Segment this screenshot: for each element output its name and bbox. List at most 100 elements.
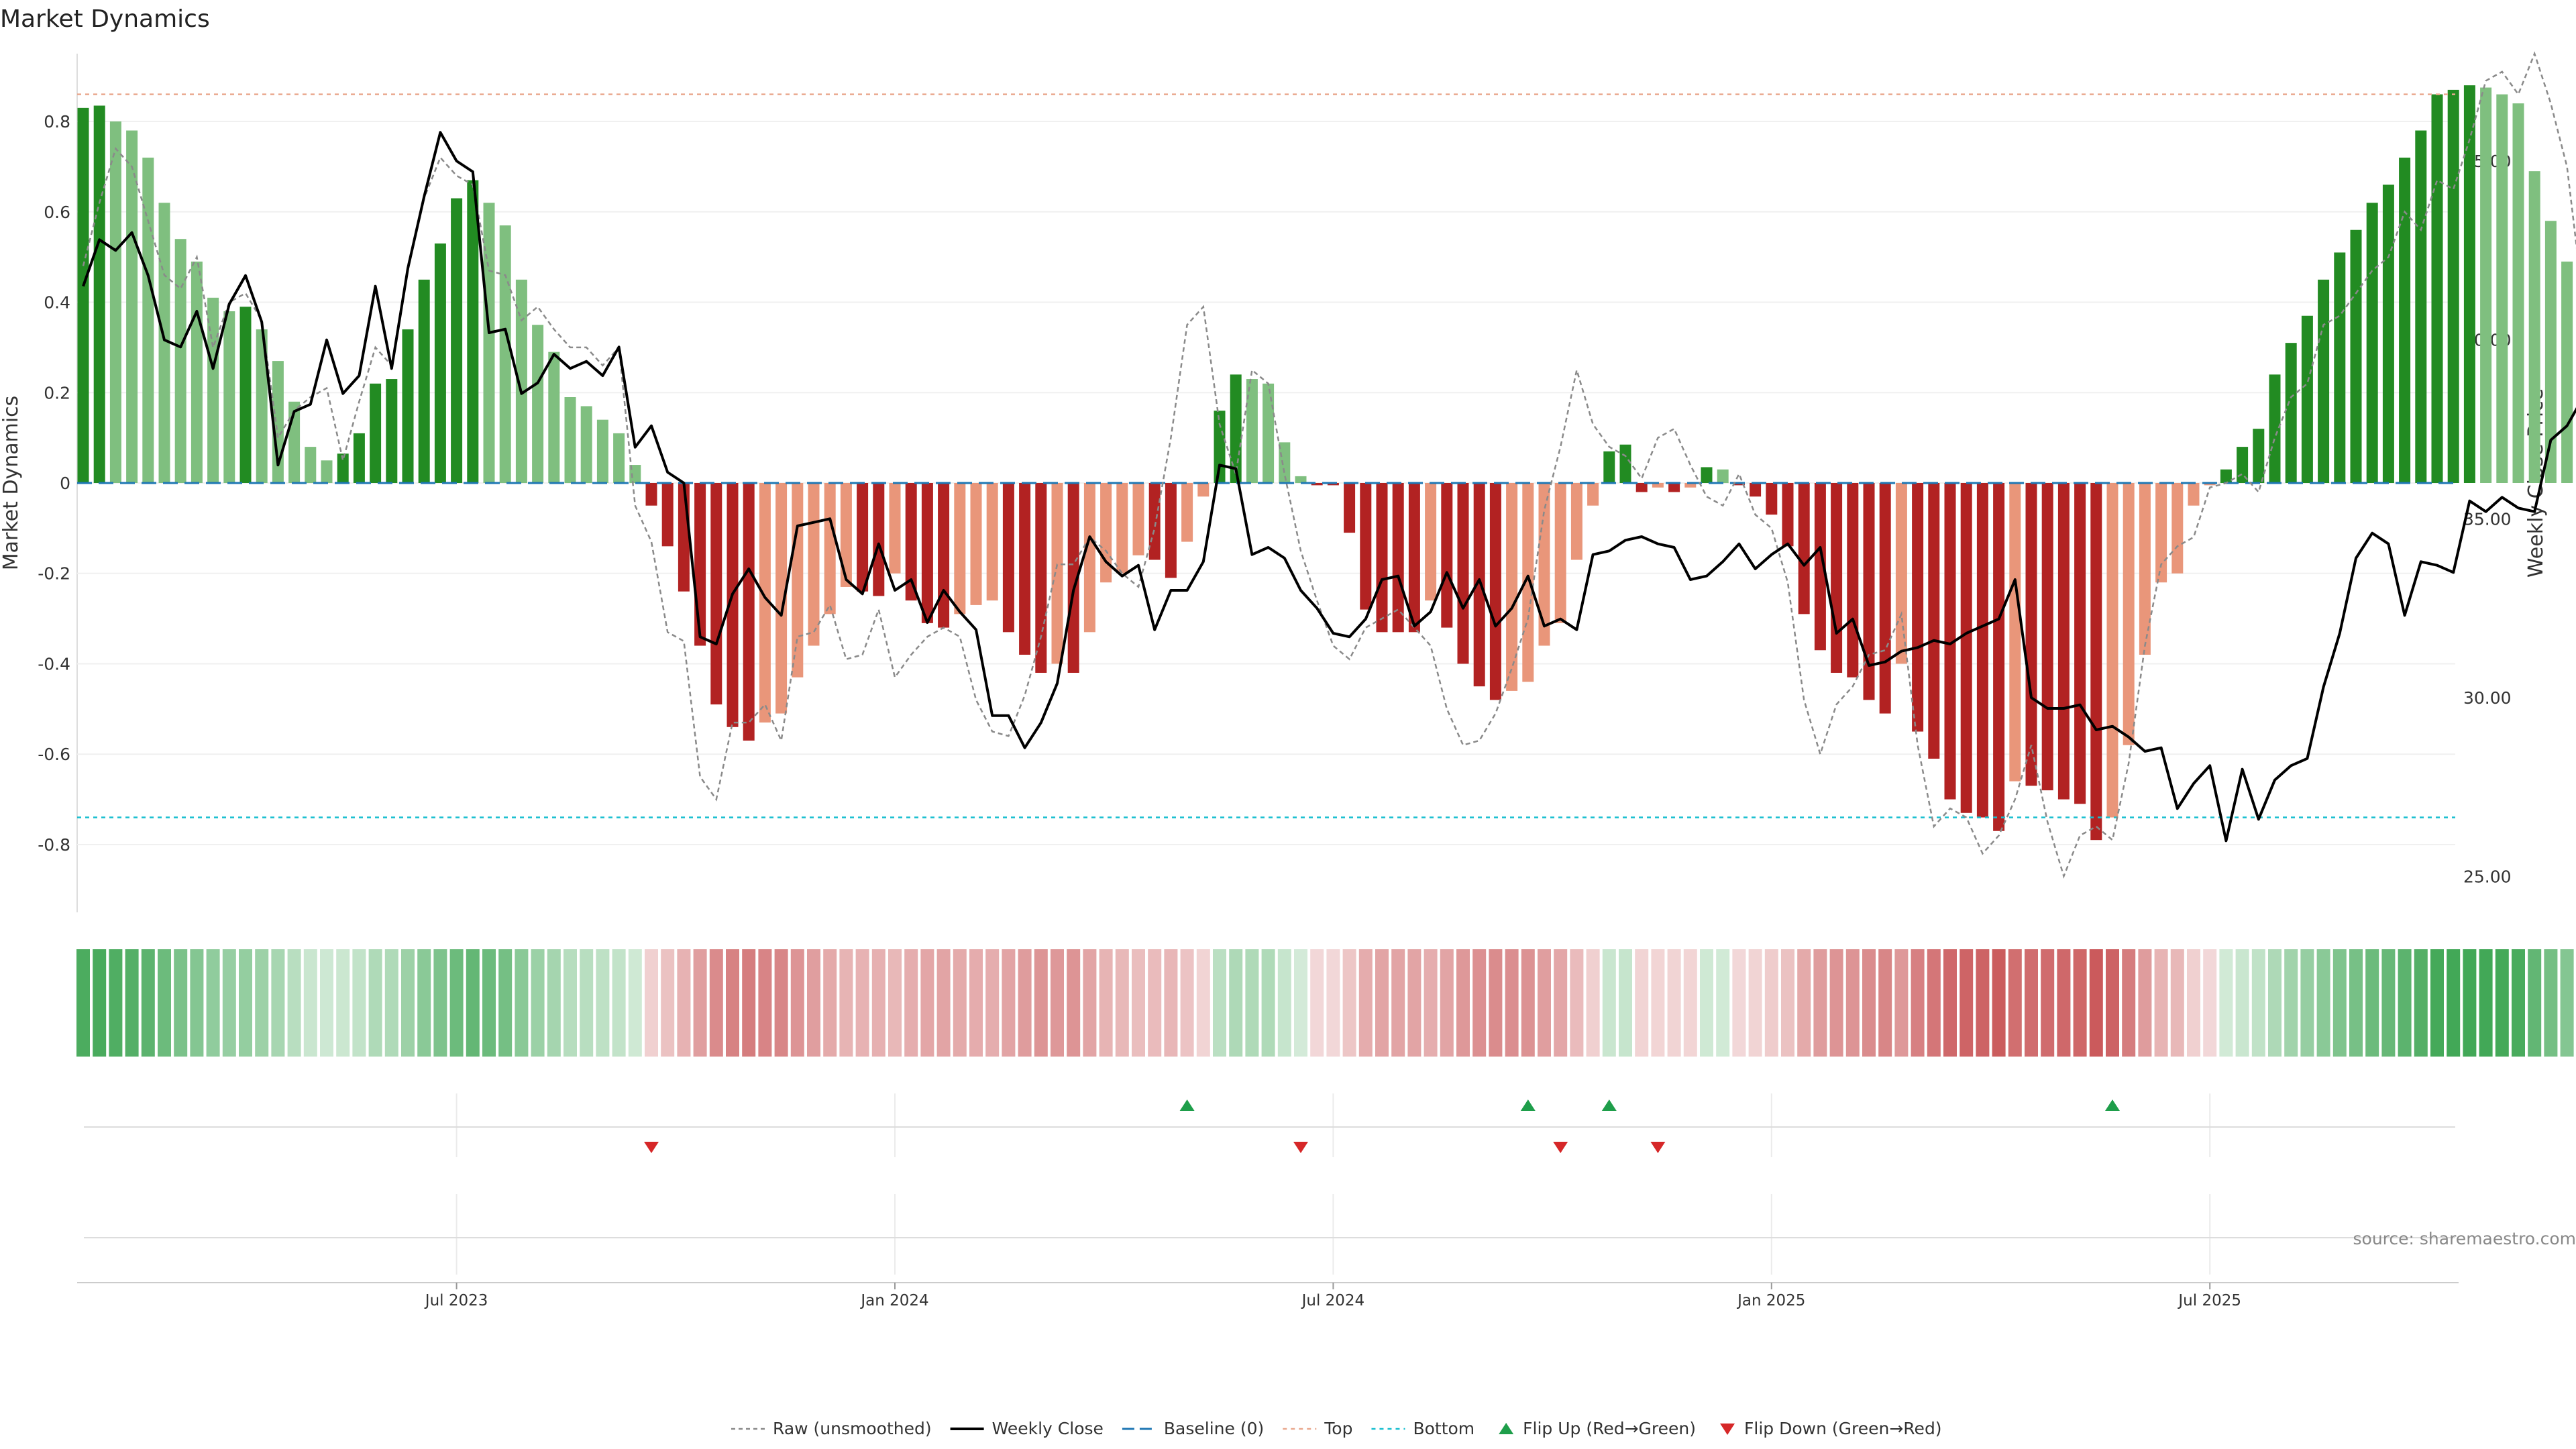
heat-cell (953, 949, 967, 1057)
bar (1522, 483, 1534, 682)
heat-cell (709, 949, 723, 1057)
heat-cell (2332, 949, 2347, 1057)
bar (1457, 483, 1469, 664)
bar (353, 433, 365, 483)
heat-cell (1440, 949, 1454, 1057)
bar (2496, 94, 2508, 483)
legend-label-raw: Raw (unsmoothed) (773, 1419, 932, 1438)
heat-cell (303, 949, 317, 1057)
bar (564, 397, 576, 483)
bar (1717, 469, 1729, 483)
bar (1408, 483, 1420, 633)
heat-cell (2544, 949, 2558, 1057)
heat-cell (871, 949, 885, 1057)
bar (2090, 483, 2102, 841)
heat-cell (2106, 949, 2119, 1057)
heat-cell (1375, 949, 1389, 1057)
bar (1831, 483, 1843, 673)
heat-cell (2316, 949, 2330, 1057)
flip-up-marker (1601, 1099, 1617, 1111)
heat-cell (677, 949, 691, 1057)
bar (1197, 483, 1210, 497)
heat-cell (239, 949, 252, 1057)
bar (1960, 483, 1972, 813)
bar (2074, 483, 2086, 804)
bar (418, 279, 430, 483)
bar (1148, 483, 1161, 560)
bar (2480, 87, 2492, 484)
y-tick-label: -0.6 (38, 745, 70, 764)
heat-cell (1115, 949, 1129, 1057)
bar (727, 483, 739, 727)
bar (1668, 483, 1680, 492)
y-tick-label: -0.4 (38, 654, 70, 674)
heat-cell (498, 949, 513, 1057)
heat-cell (2057, 949, 2071, 1057)
heat-cell (2528, 949, 2542, 1057)
heat-cell (2349, 949, 2363, 1057)
bar (77, 107, 89, 483)
heat-cell (2495, 949, 2509, 1057)
heat-cell (2251, 949, 2265, 1057)
heat-cell (1570, 949, 1584, 1057)
bar (1782, 483, 1794, 547)
heat-cell (888, 949, 902, 1057)
heat-cell (255, 949, 269, 1057)
heat-cell (368, 949, 382, 1057)
heat-cell (1148, 949, 1162, 1057)
bar (1847, 483, 1859, 678)
bar (2253, 429, 2265, 483)
heat-cell (222, 949, 236, 1057)
heat-cell (985, 949, 1000, 1057)
heat-cell (1845, 949, 1860, 1057)
heat-cell (125, 949, 139, 1057)
bar (1376, 483, 1388, 633)
heat-cell (580, 949, 594, 1057)
bar (337, 453, 349, 483)
heat-cell (1716, 949, 1730, 1057)
heat-cell (1391, 949, 1405, 1057)
bar (1733, 483, 1745, 486)
bar (824, 483, 836, 614)
bar (2269, 374, 2281, 483)
bar (1506, 483, 1518, 691)
heat-cell (1164, 949, 1178, 1057)
heat-cell (2025, 949, 2038, 1057)
heat-cell (1635, 949, 1649, 1057)
heat-cell (1424, 949, 1438, 1057)
bar (970, 483, 982, 605)
bar (1181, 483, 1193, 542)
bar (1002, 483, 1014, 633)
bar (1489, 483, 1501, 700)
heat-cell (1894, 949, 1909, 1057)
heat-cell (1943, 949, 1957, 1057)
heat-cell (2122, 949, 2136, 1057)
bar (1814, 483, 1826, 651)
bar (1587, 483, 1599, 506)
bar (1100, 483, 1112, 583)
y-tick-label: 0 (60, 474, 70, 493)
heat-cell (823, 949, 837, 1057)
heat-cell (1764, 949, 1778, 1057)
heat-cell (612, 949, 626, 1057)
heat-cell (1797, 949, 1811, 1057)
heat-cell (645, 949, 658, 1057)
bar (1976, 483, 1988, 818)
heat-cell (352, 949, 366, 1057)
flip-down-marker (1553, 1142, 1568, 1153)
bar (1441, 483, 1453, 628)
legend-label-flip_up: Flip Up (Red→Green) (1523, 1419, 1696, 1438)
heat-cell (564, 949, 577, 1057)
heat-cell (2154, 949, 2168, 1057)
chart-title: Market Dynamics (0, 5, 210, 33)
bar (1798, 483, 1810, 614)
bar-series (77, 85, 2573, 841)
y-tick-label: -0.8 (38, 835, 70, 855)
bar (370, 383, 382, 483)
bar (109, 121, 121, 484)
bar (889, 483, 901, 574)
bar (142, 157, 154, 483)
heat-cell (1732, 949, 1746, 1057)
heat-cell (1277, 949, 1291, 1057)
heat-cell (1018, 949, 1032, 1057)
